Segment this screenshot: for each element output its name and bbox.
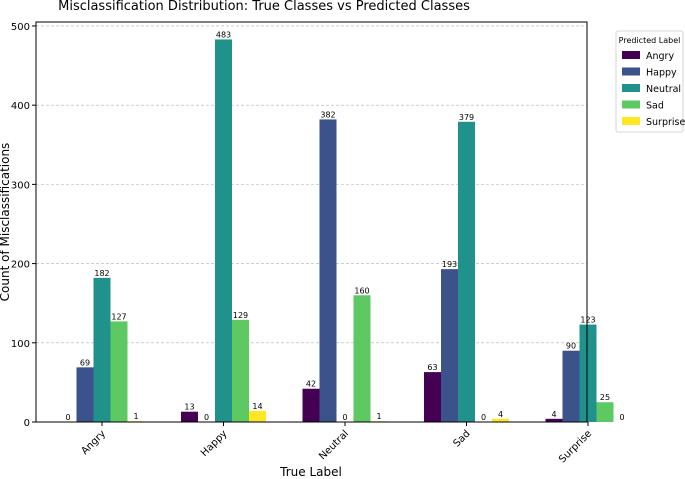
legend-label: Happy bbox=[646, 68, 677, 79]
bar-value-label: 160 bbox=[354, 286, 369, 295]
y-tick-label: 300 bbox=[11, 180, 30, 191]
bar-value-label: 4 bbox=[551, 410, 556, 419]
x-axis-label: True Label bbox=[279, 465, 342, 479]
bar-value-label: 69 bbox=[80, 358, 90, 367]
legend-label: Sad bbox=[646, 101, 664, 112]
bar bbox=[319, 119, 337, 422]
bar bbox=[110, 321, 128, 422]
bar bbox=[302, 388, 320, 422]
bar-value-labels: 0 69 182 127 1 13 0 483 129 14 42 382 0 160 1 63 193 379 0… bbox=[65, 30, 624, 422]
bar-value-label: 123 bbox=[580, 316, 595, 325]
x-tick-label: Neutral bbox=[317, 428, 351, 462]
legend-swatch bbox=[622, 67, 640, 76]
legend-label: Neutral bbox=[646, 84, 681, 95]
y-axis-label: Count of Misclassifications bbox=[0, 143, 12, 302]
bar-value-label: 483 bbox=[216, 30, 231, 39]
legend: Predicted Label Angry Happy Neutral Sad Surp… bbox=[615, 30, 685, 133]
bar-value-label: 0 bbox=[481, 413, 486, 422]
x-tick-label: Surprise bbox=[557, 428, 594, 465]
bar-value-label: 182 bbox=[94, 269, 109, 278]
y-tick-label: 0 bbox=[24, 418, 30, 429]
y-tick-label: 100 bbox=[11, 339, 30, 350]
y-tick-label: 500 bbox=[11, 22, 30, 33]
bar-value-label: 127 bbox=[111, 312, 126, 321]
bar bbox=[232, 319, 249, 422]
bar bbox=[215, 39, 232, 422]
x-tick-label: Sad bbox=[452, 428, 473, 449]
y-axis: 0 100 200 300 400 500 bbox=[11, 22, 36, 429]
legend-label: Surprise bbox=[646, 117, 685, 128]
bar-value-label: 382 bbox=[320, 110, 335, 119]
bar bbox=[424, 372, 441, 422]
legend-swatch bbox=[622, 100, 640, 109]
bar-value-label: 379 bbox=[459, 113, 474, 122]
y-tick-label: 400 bbox=[11, 101, 30, 112]
legend-label: Angry bbox=[646, 51, 674, 62]
bar-value-label: 25 bbox=[600, 393, 610, 402]
plot-frame bbox=[35, 21, 588, 423]
bar-value-label: 0 bbox=[204, 413, 209, 422]
legend-title: Predicted Label bbox=[619, 36, 681, 45]
bar bbox=[458, 121, 475, 423]
bar bbox=[596, 402, 614, 422]
bar bbox=[579, 324, 597, 422]
legend-swatch bbox=[622, 84, 640, 92]
chart-title: Misclassification Distribution: True Cla… bbox=[58, 0, 470, 14]
y-tick-label: 200 bbox=[11, 260, 30, 271]
x-axis: Angry Happy Neutral Sad Surprise bbox=[79, 422, 594, 465]
grid-lines bbox=[36, 25, 587, 344]
bar-value-label: 129 bbox=[233, 311, 248, 320]
bar bbox=[562, 350, 580, 422]
bar-value-label: 0 bbox=[619, 413, 624, 422]
x-tick-label: Happy bbox=[199, 428, 230, 459]
legend-items: Angry Happy Neutral Sad Surprise bbox=[622, 51, 685, 128]
x-tick-label: Angry bbox=[79, 428, 108, 457]
legend-swatch bbox=[622, 117, 640, 125]
bar-value-label: 0 bbox=[342, 413, 347, 422]
bar-value-label: 1 bbox=[133, 412, 138, 421]
bar-value-label: 13 bbox=[184, 403, 194, 412]
bar bbox=[181, 411, 198, 422]
bar-value-label: 193 bbox=[442, 260, 457, 269]
bar bbox=[76, 367, 94, 422]
bar bbox=[492, 418, 509, 422]
bar-value-label: 63 bbox=[427, 363, 437, 372]
bar-value-label: 1 bbox=[376, 412, 381, 421]
bar-value-label: 4 bbox=[498, 410, 503, 419]
bar-value-label: 0 bbox=[65, 413, 70, 422]
bars bbox=[76, 39, 614, 423]
bar bbox=[353, 295, 371, 422]
bar-value-label: 90 bbox=[566, 342, 576, 351]
bar bbox=[441, 269, 458, 422]
legend-swatch bbox=[622, 51, 640, 59]
bar bbox=[249, 410, 266, 422]
bar-value-label: 14 bbox=[252, 402, 262, 411]
bar bbox=[93, 277, 111, 422]
bar bbox=[545, 418, 563, 422]
bar-value-label: 42 bbox=[306, 380, 316, 389]
